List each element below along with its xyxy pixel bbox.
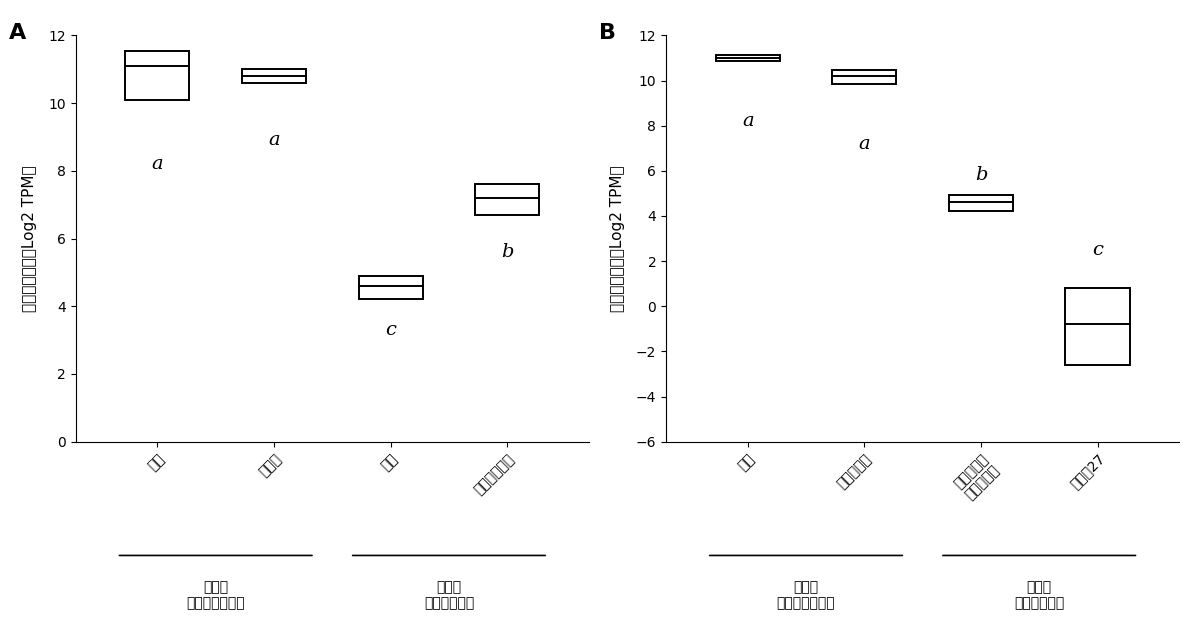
Bar xyxy=(833,71,896,84)
Y-axis label: 遺伝子発現量（Log2 TPM）: 遺伝子発現量（Log2 TPM） xyxy=(610,165,625,312)
Text: c: c xyxy=(385,321,396,339)
Bar xyxy=(475,184,539,215)
Text: B: B xyxy=(599,23,617,43)
Text: a: a xyxy=(151,155,163,173)
Text: みつの
入りやすい品種: みつの 入りやすい品種 xyxy=(776,580,835,610)
Text: みつの
入らない品種: みつの 入らない品種 xyxy=(424,580,474,610)
Text: b: b xyxy=(974,167,988,184)
Bar xyxy=(242,69,306,83)
Bar xyxy=(125,50,190,100)
Text: みつの
入りやすい品種: みつの 入りやすい品種 xyxy=(186,580,245,610)
Bar xyxy=(359,276,422,300)
Bar xyxy=(1066,288,1129,365)
Text: A: A xyxy=(10,23,26,43)
Bar xyxy=(949,194,1013,211)
Text: a: a xyxy=(742,112,754,130)
Y-axis label: 遺伝子発現量（Log2 TPM）: 遺伝子発現量（Log2 TPM） xyxy=(23,165,37,312)
Text: a: a xyxy=(269,131,280,150)
Text: c: c xyxy=(1092,241,1103,259)
Text: みつの
入らない品種: みつの 入らない品種 xyxy=(1014,580,1064,610)
Text: b: b xyxy=(502,243,514,261)
Bar xyxy=(715,55,780,61)
Text: a: a xyxy=(858,135,870,153)
